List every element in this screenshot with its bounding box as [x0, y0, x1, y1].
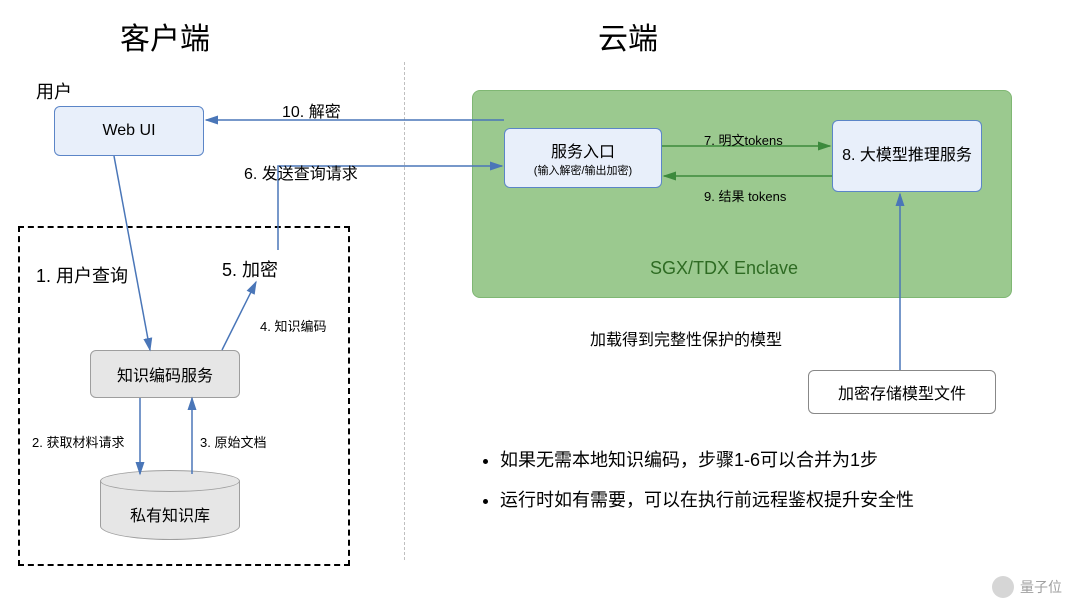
note-item-1: 如果无需本地知识编码，步骤1-6可以合并为1步: [500, 446, 914, 472]
edge-label-7: 7. 明文tokens: [704, 130, 783, 149]
edge-label-3: 3. 原始文档: [200, 432, 266, 451]
node-llm-text: 8. 大模型推理服务: [842, 146, 972, 167]
notes-list: 如果无需本地知识编码，步骤1-6可以合并为1步 运行时如有需要，可以在执行前远程…: [480, 446, 914, 526]
edge-label-6: 6. 发送查询请求: [244, 160, 358, 184]
node-encoder: 知识编码服务: [90, 350, 240, 398]
vertical-divider: [404, 62, 405, 560]
node-modelfile-text: 加密存储模型文件: [838, 380, 966, 404]
edge-label-2: 2. 获取材料请求: [32, 432, 124, 451]
node-webui-text: Web UI: [102, 122, 155, 140]
node-kb-text: 私有知识库: [130, 502, 210, 526]
edge-label-load: 加载得到完整性保护的模型: [590, 326, 782, 350]
node-gateway-text: 服务入口: [551, 138, 615, 162]
node-llm: 8. 大模型推理服务: [832, 120, 982, 192]
edge-label-4: 4. 知识编码: [260, 316, 326, 335]
label-user: 用户: [36, 78, 72, 104]
watermark: 量子位: [992, 576, 1062, 598]
edge-label-9: 9. 结果 tokens: [704, 186, 786, 205]
node-modelfile: 加密存储模型文件: [808, 370, 996, 414]
note-item-2: 运行时如有需要，可以在执行前远程鉴权提升安全性: [500, 486, 914, 512]
edge-label-5: 5. 加密: [222, 256, 278, 282]
title-client: 客户端: [120, 14, 210, 58]
watermark-text: 量子位: [1020, 577, 1062, 597]
node-gateway: 服务入口 (输入解密/输出加密): [504, 128, 662, 188]
node-gateway-sub: (输入解密/输出加密): [534, 162, 632, 178]
enclave-label: SGX/TDX Enclave: [650, 258, 798, 279]
node-webui: Web UI: [54, 106, 204, 156]
node-kb: 私有知识库: [100, 470, 240, 540]
edge-label-10: 10. 解密: [282, 98, 341, 122]
node-encoder-text: 知识编码服务: [117, 362, 213, 386]
edge-label-1: 1. 用户查询: [36, 262, 128, 288]
title-cloud: 云端: [598, 14, 658, 58]
watermark-icon: [992, 576, 1014, 598]
